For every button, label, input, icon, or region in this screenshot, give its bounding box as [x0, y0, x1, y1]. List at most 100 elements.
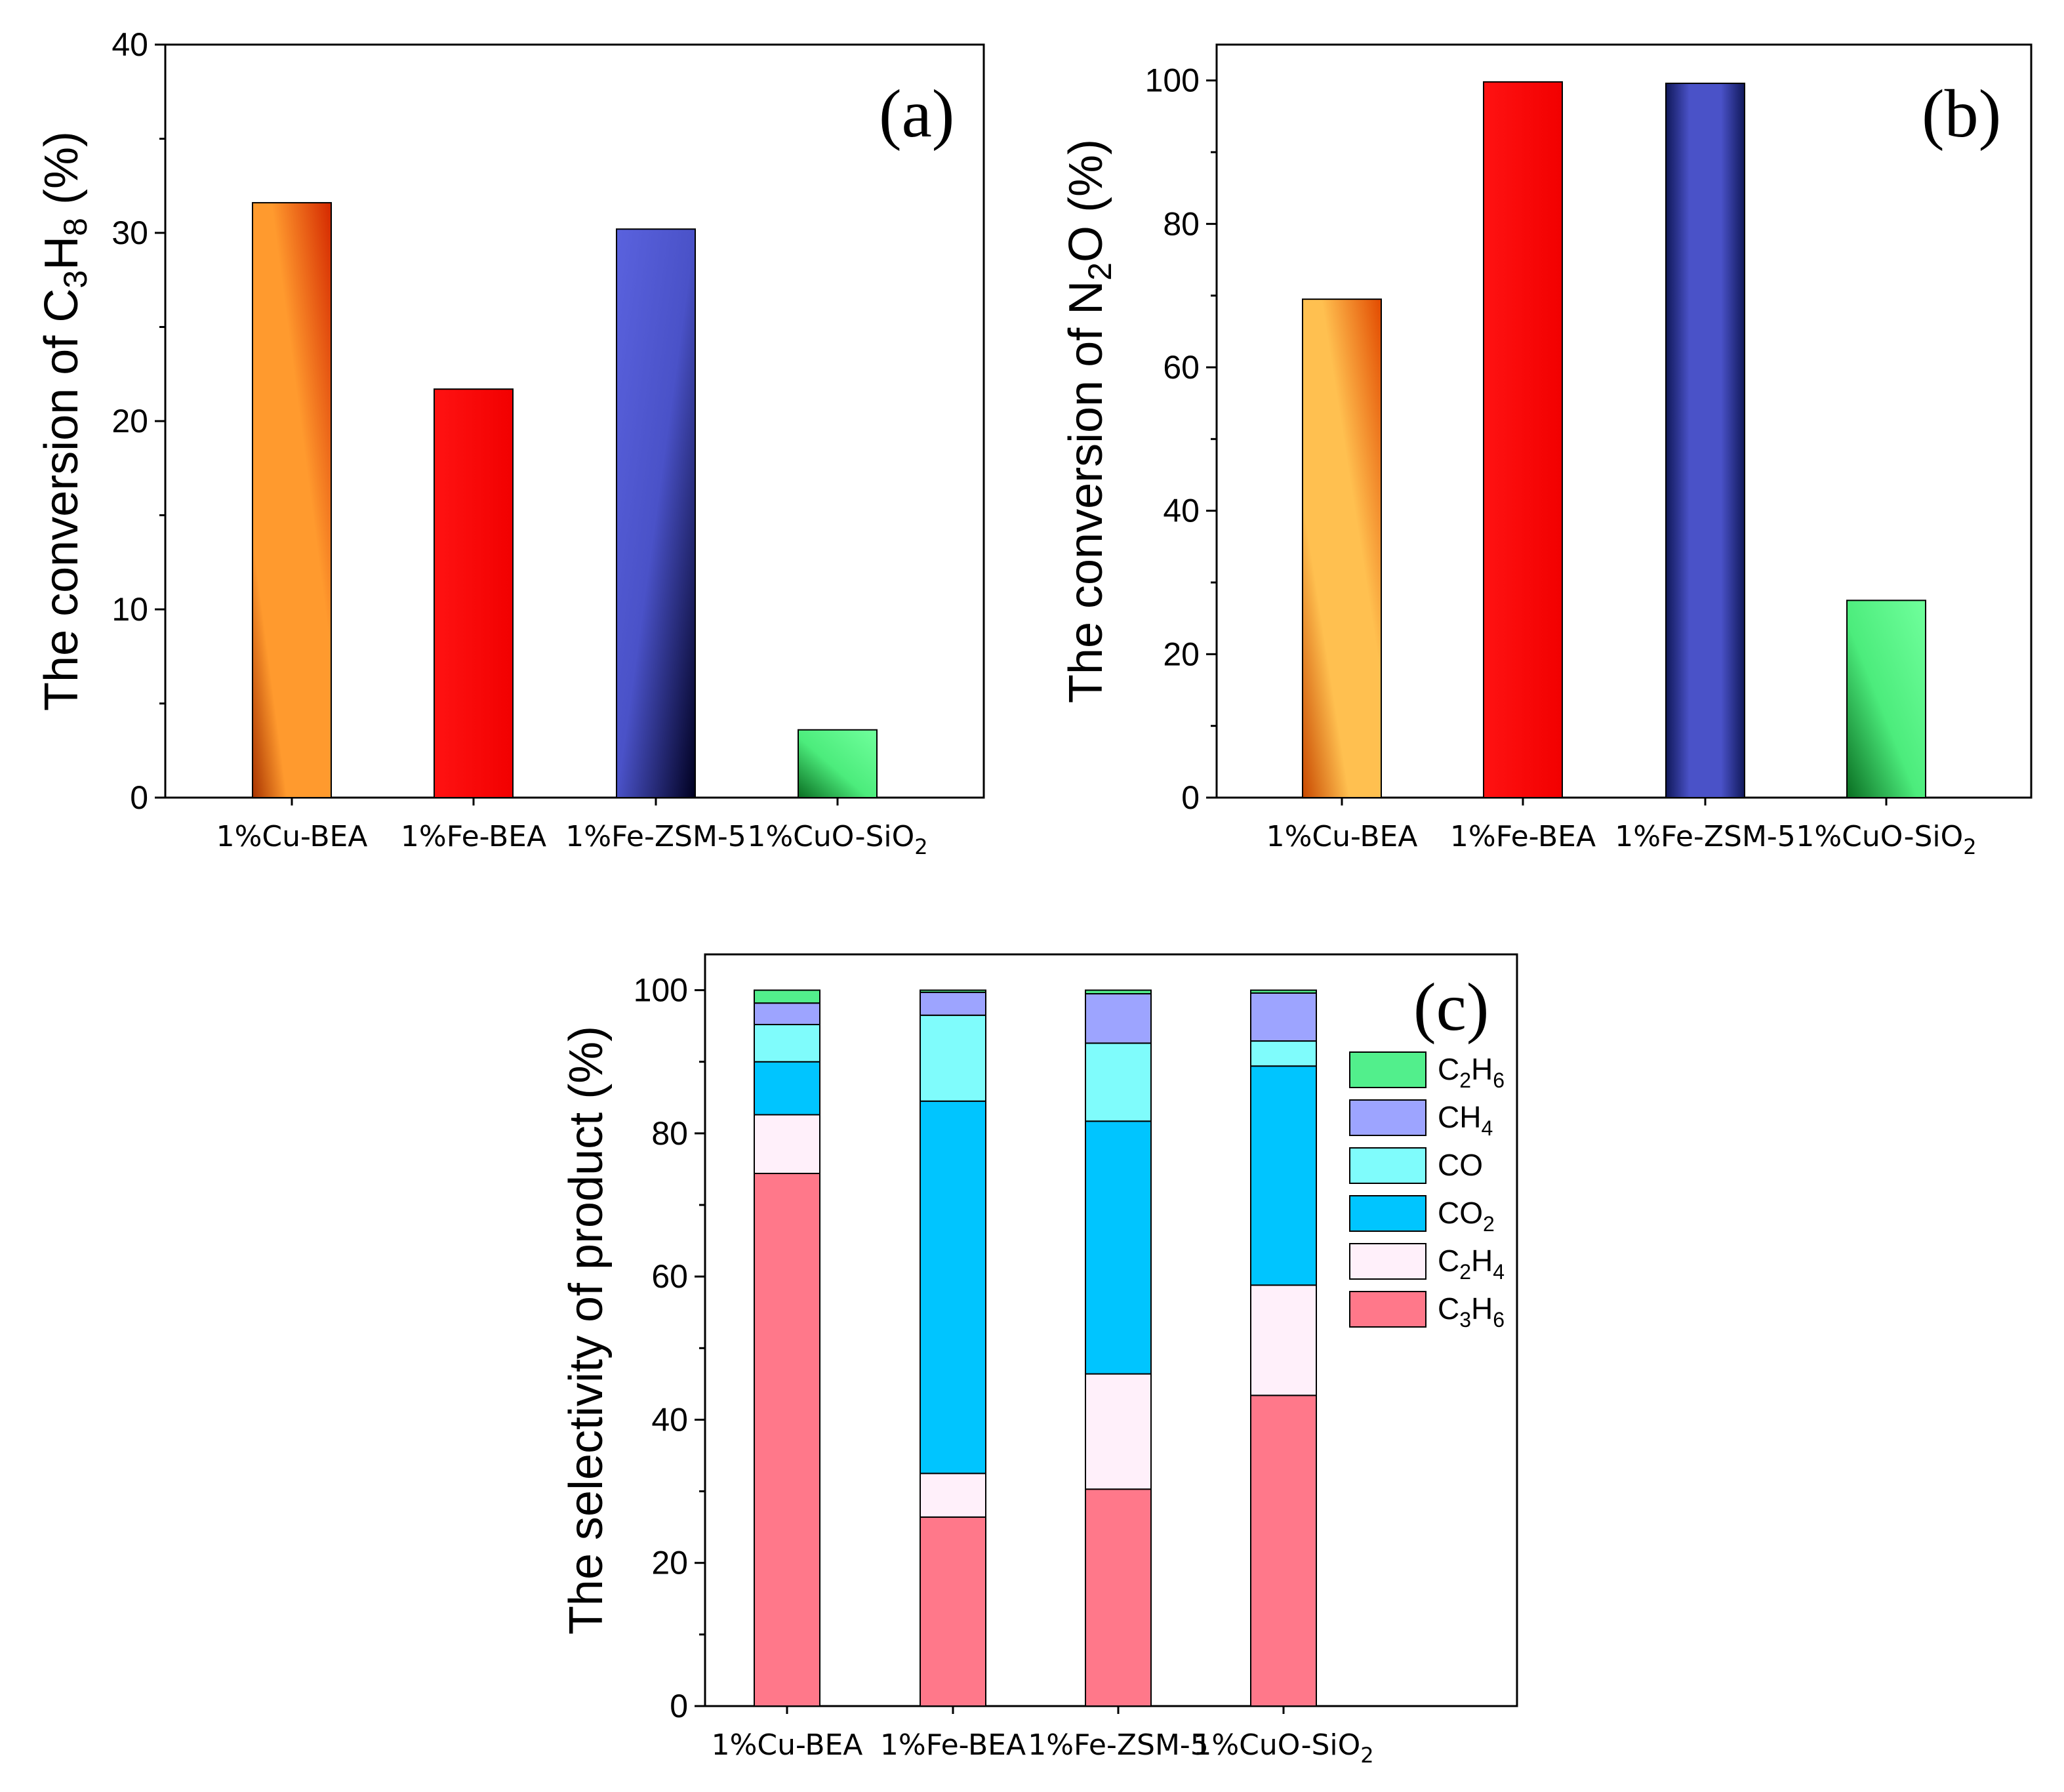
x-tick-label-a-2: 1%Fe-ZSM-5: [565, 820, 746, 853]
bar-c-0-CO2: [754, 1061, 820, 1116]
y-tick-label-a-2: 20: [111, 403, 148, 439]
x-tick-label-b-1: 1%Fe-BEA: [1450, 820, 1596, 853]
y-tick-label-c-4: 80: [651, 1115, 688, 1152]
bar-c-2-CO2: [1085, 1120, 1152, 1375]
bar-c-0-CO: [754, 1023, 820, 1063]
bar-c-1-C2H6: [920, 989, 986, 993]
bar-c-3-CO2: [1250, 1065, 1317, 1286]
y-tick-label-c-1: 20: [651, 1545, 688, 1581]
bar-c-2-C2H6: [1085, 989, 1152, 995]
bar-c-3-CO: [1250, 1040, 1317, 1067]
bar-c-1-CO2: [920, 1100, 986, 1475]
bars-c: [754, 989, 1317, 1707]
y-tick-label-b-4: 80: [1163, 205, 1200, 242]
x-tick-label-b-2: 1%Fe-ZSM-5: [1615, 820, 1796, 853]
legend-c: C2H6 CH4 CO CO2 C2H4 C3H6: [1349, 1051, 1505, 1332]
bar-c-0-C3H6: [754, 1172, 820, 1707]
bar-c-3-C2H4: [1250, 1284, 1317, 1396]
bar-c-0-C2H4: [754, 1114, 820, 1174]
y-title-b-mid: O: [1060, 226, 1112, 262]
y-tick-label-c-2: 40: [651, 1401, 688, 1438]
bar-c-2-CH4: [1085, 993, 1152, 1044]
y-axis-b: 0 20 40 60 80 100: [1145, 62, 1217, 816]
legend-swatch-C2H6: [1349, 1051, 1427, 1088]
y-tick-label-a-1: 10: [111, 591, 148, 628]
bar-c-0-CH4: [754, 1002, 820, 1025]
bar-c-3-CH4: [1250, 992, 1317, 1042]
x-tick-label-c-2: 1%Fe-ZSM-5: [1028, 1728, 1209, 1762]
x-tick-label-b-0: 1%Cu-BEA: [1266, 820, 1418, 853]
y-tick-label-a-0: 0: [130, 779, 148, 816]
x-axis-a: 1%Cu-BEA 1%Fe-BEA 1%Fe-ZSM-5 1%CuO-SiO2: [216, 798, 928, 859]
panel-b: 0 20 40 60 80 100 1%Cu-BEA 1%Fe-BEA 1%Fe-ZSM-5 1…: [1060, 43, 2033, 859]
legend-swatch-CH4: [1349, 1099, 1427, 1136]
bar-c-1-C3H6: [920, 1516, 986, 1707]
bar-a-0: [252, 202, 332, 798]
legend-label-C3H6: C3H6: [1438, 1292, 1505, 1332]
y-title-a-mid: H: [35, 236, 88, 270]
y-axis-c: 0 20 40 60 80 100: [634, 972, 705, 1724]
y-title-a-sub1: 3: [57, 270, 94, 289]
bar-b-2: [1665, 83, 1745, 798]
bar-b-1: [1483, 81, 1563, 798]
legend-label-C2H4: C2H4: [1438, 1244, 1505, 1284]
legend-swatch-C3H6: [1349, 1291, 1427, 1328]
bars-b: [1302, 81, 1926, 798]
y-tick-label-c-3: 60: [651, 1258, 688, 1295]
panel-c: 0 20 40 60 80 100 1%Cu-BEA 1%Fe-BEA 1%Fe-ZSM-5 1…: [560, 953, 1518, 1768]
panel-label-c: (c): [1413, 969, 1489, 1045]
y-title-b-suffix: (%): [1060, 139, 1112, 226]
x-tick-label-a-0: 1%Cu-BEA: [216, 820, 368, 853]
legend-label-C2H6: C2H6: [1438, 1052, 1505, 1092]
y-title-a-sub2: 8: [57, 218, 94, 236]
bar-c-0-C2H6: [754, 989, 820, 1004]
panel-a: 0 10 20 30 40 1%Cu-BEA 1%Fe-BEA 1%Fe-ZSM-5 1%Cu…: [35, 26, 985, 859]
legend-label-CH4: CH4: [1438, 1100, 1493, 1140]
x-tick-label-c-1: 1%Fe-BEA: [880, 1728, 1026, 1762]
bars-a: [252, 202, 878, 799]
x-tick-label-a-3: 1%CuO-SiO2: [747, 820, 927, 859]
legend-swatch-C2H4: [1349, 1243, 1427, 1280]
bar-a-1: [434, 388, 514, 798]
y-title-a-suffix: (%): [35, 131, 88, 218]
panel-label-b: (b): [1922, 76, 2001, 152]
y-tick-label-b-5: 100: [1145, 62, 1200, 99]
y-tick-label-b-1: 20: [1163, 636, 1200, 672]
y-tick-label-a-3: 30: [111, 214, 148, 251]
bar-c-2-C2H4: [1085, 1373, 1152, 1490]
bar-c-3-C3H6: [1250, 1395, 1317, 1707]
bar-c-3-C2H6: [1250, 989, 1317, 994]
x-tick-label-c-0: 1%Cu-BEA: [712, 1728, 863, 1762]
y-title-a-prefix: The conversion of C: [35, 289, 88, 711]
y-tick-label-c-0: 0: [670, 1688, 688, 1724]
bar-c-1-CH4: [920, 991, 986, 1016]
bar-b-3: [1846, 600, 1926, 798]
plot-frame-b: [1215, 43, 2033, 799]
y-tick-label-c-5: 100: [634, 972, 688, 1009]
x-axis-c: 1%Cu-BEA 1%Fe-BEA 1%Fe-ZSM-51%CuO-SiO2: [712, 1706, 1374, 1768]
bar-c-1-CO: [920, 1014, 986, 1102]
legend-swatch-CO2: [1349, 1195, 1427, 1232]
y-title-b-prefix: The conversion of N: [1060, 281, 1112, 703]
bar-c-1-C2H4: [920, 1473, 986, 1518]
bar-c-2-C3H6: [1085, 1488, 1152, 1707]
y-axis-title-c: The selectivity of product (%): [560, 1026, 613, 1635]
x-axis-b: 1%Cu-BEA 1%Fe-BEA 1%Fe-ZSM-5 1%CuO-SiO2: [1266, 798, 1977, 859]
legend-label-CO2: CO2: [1438, 1196, 1495, 1236]
y-axis-title-a: The conversion of C3H8 (%): [35, 131, 94, 711]
legend-swatch-CO: [1349, 1147, 1427, 1184]
bar-a-2: [616, 228, 696, 798]
y-tick-label-a-4: 40: [111, 26, 148, 63]
y-tick-label-b-2: 40: [1163, 493, 1200, 529]
y-axis-a: 0 10 20 30 40: [111, 26, 165, 816]
panel-label-a: (a): [879, 76, 954, 152]
bar-b-0: [1302, 298, 1382, 798]
legend-label-CO: CO: [1438, 1148, 1483, 1182]
x-tick-label-a-1: 1%Fe-BEA: [401, 820, 546, 853]
bar-c-2-CO: [1085, 1042, 1152, 1122]
y-title-b-sub1: 2: [1082, 262, 1118, 281]
x-tick-label-b-3: 1%CuO-SiO2: [1796, 820, 1976, 859]
y-tick-label-b-0: 0: [1181, 779, 1200, 816]
y-tick-label-b-3: 60: [1163, 349, 1200, 386]
bar-a-3: [798, 729, 878, 799]
